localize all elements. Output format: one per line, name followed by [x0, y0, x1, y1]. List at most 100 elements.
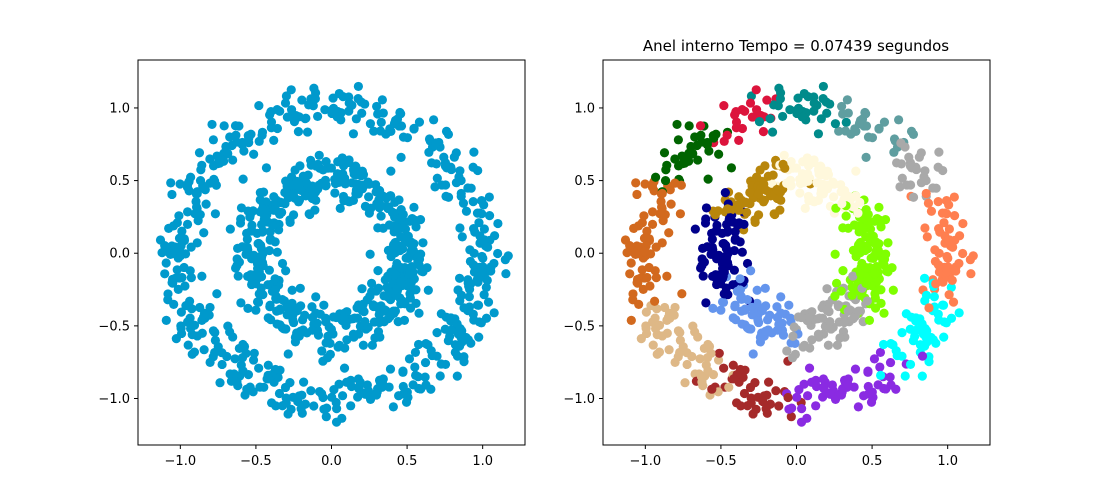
right-scatter-point [753, 210, 764, 220]
left-scatter-point [191, 196, 201, 207]
left-scatter-point [373, 266, 383, 276]
right-scatter-point [809, 98, 819, 108]
left-scatter-point [365, 119, 376, 129]
left-scatter-point [501, 269, 511, 279]
left-scatter-point [449, 152, 459, 162]
left-scatter-point [493, 248, 503, 259]
right-scatter-point [944, 224, 954, 234]
left-scatter-point [459, 303, 469, 313]
left-scatter-point [414, 383, 424, 394]
right-scatter-point [923, 198, 934, 208]
left-scatter-point [346, 375, 356, 386]
right-scatter-point [695, 354, 705, 364]
left-scatter-point [228, 332, 238, 342]
left-scatter-point [493, 218, 503, 229]
right-scatter-point [722, 250, 732, 260]
left-scatter-point [324, 322, 334, 332]
left-scatter-point [414, 308, 424, 318]
left-scatter-point [161, 315, 171, 325]
right-scatter-point [946, 282, 956, 293]
right-scatter-point [874, 123, 884, 133]
left-scatter-point [189, 320, 200, 330]
left-scatter-point [388, 306, 399, 316]
right-scatter-point [713, 206, 723, 216]
left-scatter-point [325, 349, 335, 359]
right-scatter-point [871, 240, 881, 250]
right-scatter-point [651, 242, 661, 252]
right-scatter-point [701, 214, 711, 224]
right-scatter-point [837, 101, 847, 112]
left-scatter-point [473, 300, 484, 310]
left-scatter-point [377, 95, 387, 105]
left-scatter-point [175, 246, 185, 257]
left-scatter-point [416, 249, 426, 259]
left-x-tick-label: 0.5 [397, 454, 418, 469]
right-scatter-point [654, 320, 665, 330]
right-scatter-point [825, 316, 835, 327]
left-scatter-point [199, 345, 209, 355]
left-scatter-point [225, 224, 235, 234]
left-scatter-point [479, 200, 489, 210]
right-scatter-point [772, 312, 783, 323]
left-scatter-point [176, 323, 186, 333]
right-scatter-point [760, 283, 770, 293]
left-scatter-point [314, 150, 324, 160]
left-scatter-point [294, 391, 304, 401]
right-scatter-point [908, 192, 919, 202]
right-scatter-point [786, 181, 796, 191]
left-scatter-point [283, 349, 293, 359]
right-scatter-point [657, 203, 667, 214]
left-scatter-point [197, 160, 207, 170]
left-scatter-point [458, 198, 469, 208]
right-scatter-point [719, 238, 729, 249]
left-scatter-point [426, 346, 436, 356]
left-scatter-point [474, 317, 484, 327]
left-scatter-point [337, 155, 347, 165]
right-scatter-point [703, 366, 713, 376]
right-scatter-point [838, 266, 848, 276]
left-scatter-point [270, 285, 280, 295]
right-scatter-point [894, 115, 904, 125]
left-scatter-point [293, 126, 304, 137]
left-scatter-point [294, 179, 304, 189]
left-scatter-point [464, 292, 474, 302]
right-scatter-point [714, 250, 724, 260]
left-scatter-point [321, 157, 331, 167]
right-scatter-point [735, 274, 745, 284]
right-scatter-point [740, 305, 750, 315]
right-scatter-point [965, 255, 975, 265]
right-scatter-point [870, 303, 881, 313]
left-scatter-point [237, 353, 248, 363]
left-scatter-point [381, 129, 391, 139]
left-scatter-point [242, 234, 252, 244]
left-scatter-point [274, 388, 285, 399]
right-scatter-point [790, 349, 800, 359]
left-y-tick-label: 1.0 [109, 101, 130, 116]
left-scatter-point [215, 158, 225, 168]
left-scatter-point [357, 284, 367, 294]
right-scatter-point [875, 347, 886, 358]
left-scatter-point [397, 296, 407, 306]
left-scatter-point [452, 371, 462, 381]
left-scatter-point [259, 382, 269, 392]
left-scatter-point [432, 173, 442, 183]
left-scatter-point [264, 374, 274, 384]
right-scatter-point [822, 304, 833, 314]
left-scatter-point [478, 253, 488, 263]
right-scatter-point [730, 302, 740, 312]
left-scatter-point [275, 305, 285, 315]
right-scatter-point [779, 150, 789, 160]
left-scatter-point [261, 163, 272, 173]
left-scatter-point [247, 279, 257, 290]
right-scatter-point [813, 129, 824, 139]
left-scatter-point [372, 101, 382, 112]
right-scatter-point [745, 187, 755, 198]
left-scatter-point [321, 181, 331, 191]
left-scatter-point [182, 207, 193, 217]
left-scatter-point [372, 198, 382, 209]
left-scatter-point [271, 401, 281, 411]
left-scatter-panel: −1.0 −0.5 0.0 0.5 1.0 −1.0 −0.5 0.0 0.5 1.0 [98, 59, 526, 469]
left-scatter-point [270, 274, 280, 284]
right-scatter-point [640, 246, 650, 257]
